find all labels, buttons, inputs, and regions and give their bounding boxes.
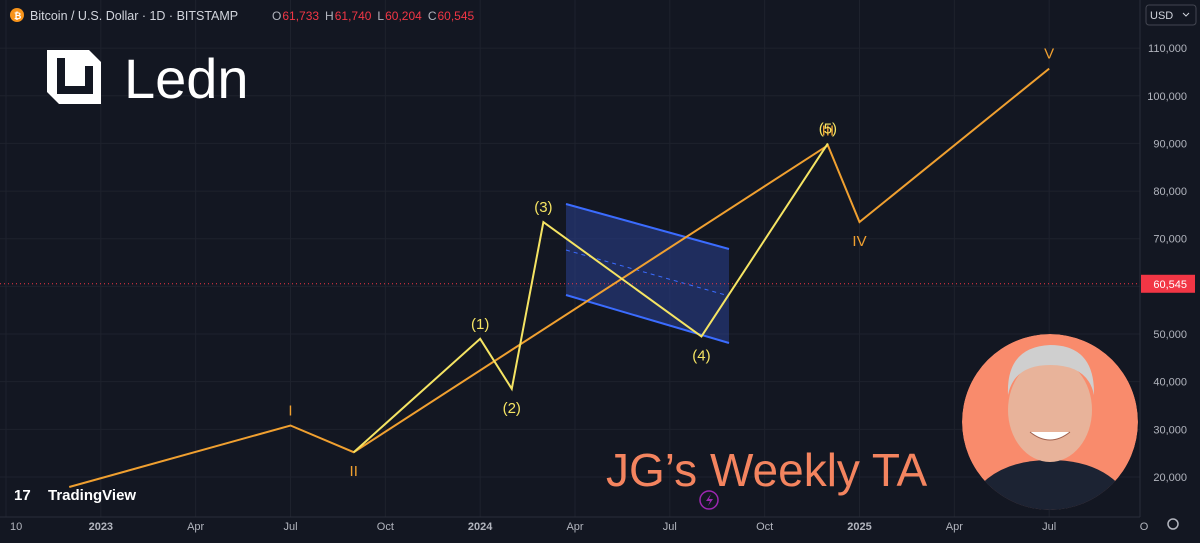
y-tick-label: 20,000	[1153, 472, 1187, 484]
btc-icon-glyph: ₿	[14, 11, 21, 21]
axes: 20,00030,00040,00050,00060,00070,00080,0…	[10, 43, 1195, 533]
x-tick-label: O	[1140, 521, 1149, 533]
ohlc-value: 60,545	[437, 9, 474, 23]
x-tick-label: 2023	[89, 521, 113, 533]
btc-icon	[10, 8, 24, 22]
y-tick-label: 100,000	[1147, 91, 1187, 103]
x-axis-panel	[0, 517, 1200, 543]
y-axis-panel	[1140, 0, 1200, 543]
ohlc-key: H	[325, 9, 334, 23]
ohlc-value: 61,740	[335, 9, 372, 23]
last-price-box	[1141, 274, 1195, 293]
wave-label: (1)	[471, 316, 489, 333]
headline: JG’s Weekly TA	[606, 444, 928, 496]
alert-icon[interactable]	[699, 490, 719, 510]
wave-label: (5)	[819, 120, 837, 137]
tv-icon: 17	[14, 487, 31, 504]
ohlc: O 61,733 H 61,740 L 60,204 C 60,545	[272, 9, 475, 23]
currency-caret[interactable]	[1182, 12, 1190, 17]
x-tick-label: Apr	[566, 521, 583, 533]
wave-label: (2)	[503, 400, 521, 417]
currency-button[interactable]	[1145, 4, 1197, 26]
grid	[0, 0, 1145, 517]
x-tick-label: Oct	[377, 521, 394, 533]
symbol: Bitcoin / U.S. Dollar · 1D · BITSTAMP	[30, 9, 238, 23]
x-tick-label: 2025	[847, 521, 871, 533]
channel-top	[565, 203, 730, 250]
watermark: TradingView	[48, 487, 136, 504]
ohlc-key: L	[377, 9, 384, 23]
ohlc-value: 60,204	[385, 9, 422, 23]
ohlc-key: O	[272, 9, 281, 23]
alert-bolt[interactable]	[706, 494, 713, 506]
y-tick-label: 50,000	[1153, 329, 1187, 341]
settings-icon[interactable]	[1167, 518, 1179, 530]
ohlc-value: 61,733	[282, 9, 319, 23]
x-tick-label: Apr	[187, 521, 204, 533]
wave-label: (4)	[692, 347, 710, 364]
wave-label: (3)	[534, 199, 552, 216]
wave-label: III	[822, 122, 835, 139]
ohlc-key: C	[428, 9, 437, 23]
ledn-logo: Ledn	[124, 47, 249, 110]
last-price-label: 60,545	[1153, 279, 1187, 291]
y-tick-label: 40,000	[1153, 377, 1187, 389]
x-tick-label: Jul	[663, 521, 677, 533]
x-tick-label: Jul	[283, 521, 297, 533]
wave-label: IV	[852, 233, 866, 250]
y-tick-label: 90,000	[1153, 138, 1187, 150]
currency[interactable]: USD	[1150, 10, 1173, 22]
x-tick-label: Jul	[1042, 521, 1056, 533]
y-tick-label: 30,000	[1153, 424, 1187, 436]
wave-line	[353, 142, 829, 453]
ledn-icon	[47, 50, 101, 104]
y-tick-label: 80,000	[1153, 186, 1187, 198]
wave-line	[68, 67, 1050, 488]
x-tick-label: 2024	[468, 521, 493, 533]
wave-label: I	[288, 403, 292, 420]
x-tick-label: Oct	[756, 521, 773, 533]
wave-label: V	[1044, 46, 1054, 63]
y-tick-label: 110,000	[1148, 43, 1187, 55]
y-tick-label: 70,000	[1153, 234, 1187, 246]
x-tick-label: 10	[10, 521, 22, 533]
x-tick-label: Apr	[946, 521, 963, 533]
wave-label: II	[350, 463, 358, 480]
